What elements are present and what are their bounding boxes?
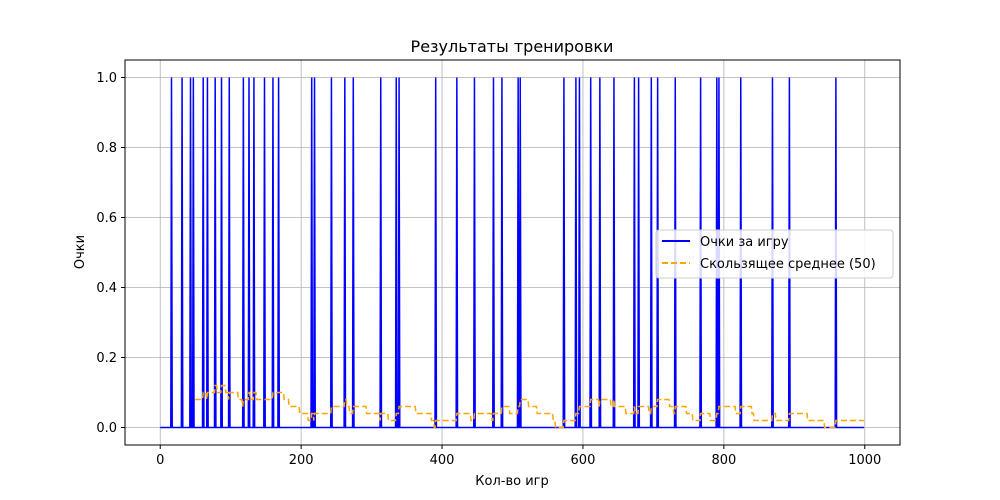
legend-label-moving-average: Скользящее среднее (50) <box>700 257 876 272</box>
y-axis-label: Очки <box>73 235 88 269</box>
series-line-scores <box>160 77 865 429</box>
y-tick-label: 1.0 <box>96 71 117 86</box>
y-tick-label: 0.8 <box>96 141 117 156</box>
series-layer <box>160 77 865 429</box>
x-tick-label: 600 <box>571 453 596 468</box>
x-tick-label: 400 <box>430 453 455 468</box>
x-tick-label: 800 <box>711 453 736 468</box>
y-tick-label: 0.6 <box>96 211 117 226</box>
series-line-moving-average <box>194 384 865 429</box>
y-tick-label: 0.2 <box>96 351 117 366</box>
chart-title: Результаты тренировки <box>411 37 614 56</box>
y-tick-label: 0.4 <box>96 281 117 296</box>
x-tick-label: 1000 <box>848 453 881 468</box>
legend: Очки за игру Скользящее среднее (50) <box>655 229 894 279</box>
y-tick-label: 0.0 <box>96 421 117 436</box>
x-tick-label: 200 <box>289 453 314 468</box>
legend-label-scores: Очки за игру <box>700 235 789 250</box>
legend-box <box>655 229 894 279</box>
ticks: 0 200 400 600 800 1000 0.0 0.2 0.4 0.6 0.8 1.0 <box>96 71 881 468</box>
x-tick-label: 0 <box>156 453 164 468</box>
x-axis-label: Кол-во игр <box>475 474 548 489</box>
plot-frame <box>124 59 901 446</box>
